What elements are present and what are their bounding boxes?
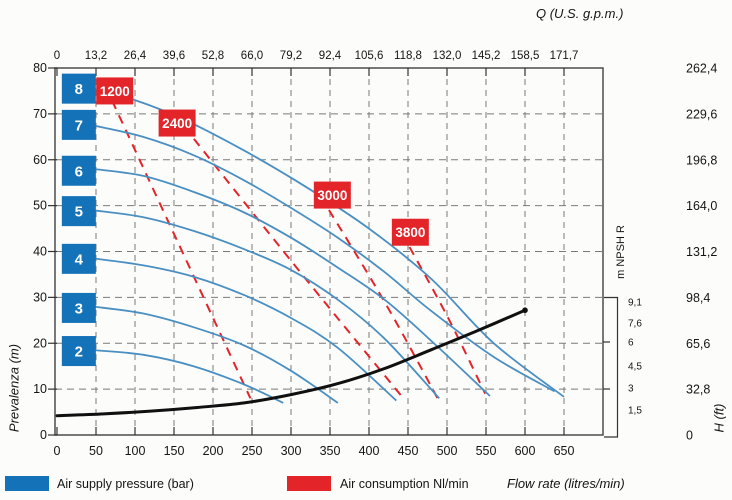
left-tick-label: 20 [33, 336, 47, 350]
bottom-tick-label: 600 [515, 444, 536, 458]
pressure-box-6 [61, 155, 96, 186]
bottom-tick-label: 250 [242, 444, 263, 458]
left-tick-label: 10 [33, 382, 47, 396]
pressure-box-label: 5 [75, 204, 83, 221]
top-tick-label: 158,5 [511, 50, 540, 62]
npsh-tick-label: 7,6 [628, 319, 642, 330]
npsh-curve-endpoint [522, 307, 528, 314]
left-tick-label: 60 [33, 153, 47, 167]
left-tick-label: 70 [33, 107, 47, 121]
left-tick-label: 40 [33, 245, 47, 259]
pressure-box-label: 2 [75, 344, 83, 361]
pressure-box-3 [61, 292, 96, 323]
npsh-tick-label: 4,5 [628, 362, 642, 373]
pressure-curve-6 [92, 168, 491, 397]
hft-tick-label: 32,8 [686, 383, 710, 397]
bottom-tick-label: 500 [437, 444, 458, 458]
hft-tick-label: 196,8 [686, 153, 717, 167]
npsh-axis-title: m NPSH R [615, 225, 627, 279]
bottom-tick-label: 200 [203, 444, 224, 458]
hft-tick-label: 229,6 [686, 107, 717, 121]
consumption-box-label: 3000 [317, 188, 347, 203]
pressure-box-label: 3 [75, 300, 83, 317]
left-tick-label: 80 [33, 61, 47, 75]
top-tick-label: 105,6 [355, 50, 384, 62]
left-axis-title: Prevalenza (m) [6, 343, 22, 433]
pressure-curve-3 [92, 305, 339, 404]
legend-pressure-label: Air supply pressure (bar) [57, 477, 194, 491]
consumption-box-label: 3800 [395, 225, 425, 240]
top-tick-label: 132,0 [433, 50, 462, 62]
hft-tick-label: 65,6 [686, 337, 710, 351]
bottom-tick-label: 350 [320, 444, 341, 458]
hft-tick-label: 164,0 [686, 199, 717, 213]
pressure-box-5 [61, 196, 96, 227]
top-tick-label: 171,7 [550, 50, 579, 62]
consumption-line-3800 [400, 232, 487, 395]
legend-consumption-label: Air consumption Nl/min [340, 477, 469, 491]
top-tick-label: 79,2 [280, 50, 302, 62]
consumption-box-label: 2400 [162, 116, 192, 131]
left-tick-label: 30 [33, 290, 47, 304]
pressure-curve-4 [92, 257, 397, 402]
hft-axis-title: H (ft) [711, 403, 727, 433]
top-tick-label: 66,0 [241, 50, 263, 62]
top-tick-label: 13,2 [85, 50, 107, 62]
pressure-curve-2 [92, 349, 284, 404]
bottom-tick-label: 50 [89, 444, 103, 458]
consumption-box-3000 [313, 181, 351, 209]
pressure-box-label: 6 [75, 163, 83, 180]
hft-tick-label: 0 [686, 429, 693, 443]
npsh-tick-label: 9,1 [628, 298, 642, 309]
npsh-curve [55, 308, 527, 418]
pressure-box-8 [61, 73, 96, 104]
bottom-tick-label: 150 [164, 444, 185, 458]
pressure-curve-7 [92, 124, 556, 393]
bottom-tick-label: 300 [281, 444, 302, 458]
left-tick-label: 0 [40, 428, 47, 442]
hft-tick-label: 131,2 [686, 245, 717, 259]
npsh-tick-label: 6 [628, 338, 634, 349]
pressure-box-4 [61, 243, 96, 274]
pressure-box-label: 8 [75, 81, 83, 98]
consumption-box-label: 1200 [100, 84, 130, 99]
hft-tick-label: 98,4 [686, 291, 710, 305]
npsh-bracket [604, 296, 619, 438]
bottom-tick-label: 650 [554, 444, 575, 458]
pressure-box-label: 4 [75, 251, 84, 268]
consumption-box-3800 [391, 218, 429, 246]
pressure-box-label: 7 [75, 117, 83, 134]
npsh-tick-label: 1,5 [628, 406, 642, 417]
consumption-box-1200 [96, 77, 134, 105]
consumption-line-2400 [173, 113, 405, 399]
top-tick-label: 26,4 [124, 50, 147, 62]
pressure-box-2 [61, 336, 96, 367]
bottom-axis-title: Flow rate (litres/min) [507, 476, 625, 491]
pressure-curve-8 [92, 87, 565, 398]
plot-frame [54, 67, 604, 436]
bottom-tick-label: 450 [398, 444, 419, 458]
legend-consumption-swatch [287, 476, 331, 491]
left-tick-label: 50 [33, 199, 47, 213]
top-tick-label: 145,2 [472, 50, 501, 62]
pressure-box-7 [61, 109, 96, 140]
legend-pressure-swatch [5, 476, 49, 491]
top-tick-label: 92,4 [319, 50, 342, 62]
bottom-tick-label: 400 [359, 444, 380, 458]
top-tick-label: 118,8 [394, 50, 422, 62]
bottom-tick-label: 0 [54, 444, 61, 458]
top-tick-label: 39,6 [163, 50, 185, 62]
consumption-box-2400 [158, 109, 196, 137]
npsh-tick-label: 3 [628, 384, 634, 395]
bottom-tick-label: 100 [125, 444, 146, 458]
bottom-tick-label: 550 [476, 444, 497, 458]
pressure-curve-5 [92, 209, 440, 399]
top-axis-title: Q (U.S. g.p.m.) [536, 6, 624, 21]
top-tick-label: 0 [54, 50, 60, 62]
top-tick-label: 52,8 [202, 50, 224, 62]
hft-tick-label: 262,4 [686, 62, 717, 76]
